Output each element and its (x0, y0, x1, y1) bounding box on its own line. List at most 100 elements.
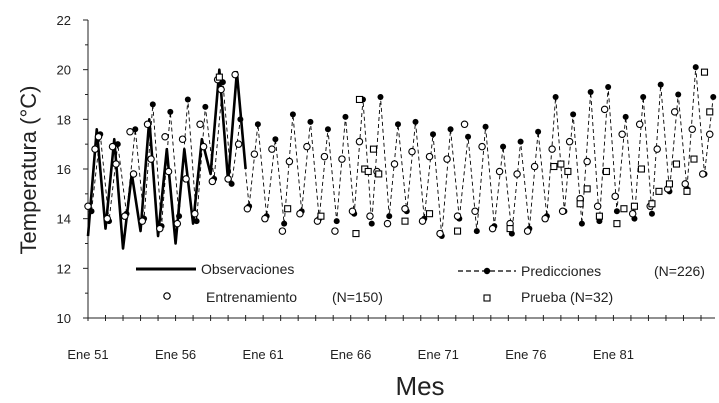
predicciones-point (176, 213, 183, 220)
predicciones-point (324, 126, 331, 133)
prueba-point (564, 167, 572, 176)
prueba-point (620, 205, 628, 213)
entrenamiento-point (653, 145, 661, 153)
prueba-point (672, 160, 681, 168)
legend-entrenamiento-label: Entrenamiento (206, 289, 297, 305)
predicciones-point (368, 220, 375, 227)
prueba-point (613, 220, 621, 228)
entrenamiento-point (112, 160, 120, 168)
predicciones-point (281, 220, 288, 227)
entrenamiento-point (541, 214, 549, 223)
entrenamiento-point (548, 145, 556, 153)
prueba-point (648, 200, 656, 208)
prueba-point (425, 210, 434, 218)
predicciones-point (482, 123, 489, 130)
predicciones-point (517, 138, 524, 145)
legend-observaciones-label: Observaciones (201, 261, 294, 277)
entrenamiento-point (593, 202, 602, 211)
entrenamiento-point (143, 120, 152, 129)
entrenamiento-point (583, 157, 591, 166)
entrenamiento-point (296, 209, 304, 218)
y-tick-label: 18 (57, 112, 71, 127)
y-tick-label: 10 (57, 311, 71, 326)
prueba-point (630, 202, 638, 210)
prueba-point (700, 68, 709, 76)
y-tick-label: 14 (57, 212, 71, 227)
prueba-point (706, 108, 714, 116)
entrenamiento-point (681, 180, 689, 188)
predicciones-point (237, 116, 244, 123)
series-observaciones-line (86, 68, 247, 250)
entrenamiento-point (278, 227, 287, 235)
predicciones-point (254, 121, 261, 128)
entrenamiento-point (355, 137, 364, 146)
prueba-point (595, 212, 603, 220)
legend-prueba-label: Prueba (N=32) (521, 289, 613, 305)
predicciones-point (167, 108, 174, 115)
entrenamiento-point (103, 214, 112, 223)
prueba-point (284, 205, 292, 213)
legend-predicciones-label: Predicciones (521, 263, 601, 279)
prueba-point (683, 187, 691, 195)
predicciones-point (500, 143, 507, 150)
entrenamiento-point (173, 219, 182, 228)
predicciones-point (272, 136, 279, 143)
predicciones-point (535, 128, 542, 135)
predicciones-point (447, 126, 454, 133)
entrenamiento-point (705, 130, 714, 138)
entrenamiento-point (495, 167, 504, 176)
entrenamiento-point (182, 175, 190, 183)
entrenamiento-point (366, 212, 374, 220)
prueba-point (576, 200, 584, 208)
legend-predicciones-n: (N=226) (654, 263, 705, 279)
prueba-point (215, 73, 223, 81)
prueba-point (637, 165, 645, 173)
prueba-point (602, 167, 610, 176)
predicciones-point (430, 131, 437, 138)
predicciones-point (552, 93, 559, 100)
entrenamiento-point (303, 142, 311, 151)
entrenamiento-point (268, 145, 276, 153)
entrenamiento-point (453, 212, 462, 220)
entrenamiento-point (91, 145, 99, 153)
entrenamiento-point (611, 192, 619, 201)
entrenamiento-point (94, 132, 103, 141)
entrenamiento-point (191, 209, 199, 218)
prueba-point (352, 230, 360, 238)
predicciones-point (386, 213, 393, 220)
x-tick-label: Ene 71 (418, 347, 459, 362)
entrenamiento-point (698, 170, 707, 178)
x-tick-label: Ene 56 (155, 347, 196, 362)
entrenamiento-point (628, 209, 637, 218)
entrenamiento-point (231, 70, 239, 79)
entrenamiento-point (558, 207, 567, 215)
predicciones-point (184, 96, 191, 103)
entrenamiento-point (523, 227, 532, 235)
predicciones-point (657, 81, 664, 88)
entrenamiento-point (126, 128, 134, 136)
predicciones-point (289, 111, 296, 118)
entrenamiento-point (250, 150, 259, 158)
y-ticks: 10 12 14 16 18 20 22 (57, 13, 88, 326)
entrenamiento-point (138, 217, 147, 225)
legend-entrenamiento-marker (163, 292, 171, 300)
predicciones-point (622, 113, 629, 120)
entrenamiento-point (401, 204, 409, 213)
predicciones-point (394, 121, 401, 128)
prueba-point (317, 212, 325, 220)
entrenamiento-point (513, 170, 521, 178)
y-tick-label: 16 (57, 162, 71, 177)
x-tick-label: Ene 61 (243, 347, 284, 362)
entrenamiento-point (383, 219, 392, 228)
predicciones-point (333, 218, 340, 225)
plot-area (84, 64, 717, 250)
entrenamiento-point (418, 217, 427, 225)
predicciones-point (193, 218, 200, 225)
prueba-point (690, 155, 698, 163)
entrenamiento-point (156, 224, 164, 233)
entrenamiento-point (565, 137, 574, 146)
predicciones-point (88, 208, 95, 215)
predicciones-point (710, 93, 717, 100)
predicciones-point (114, 141, 121, 148)
